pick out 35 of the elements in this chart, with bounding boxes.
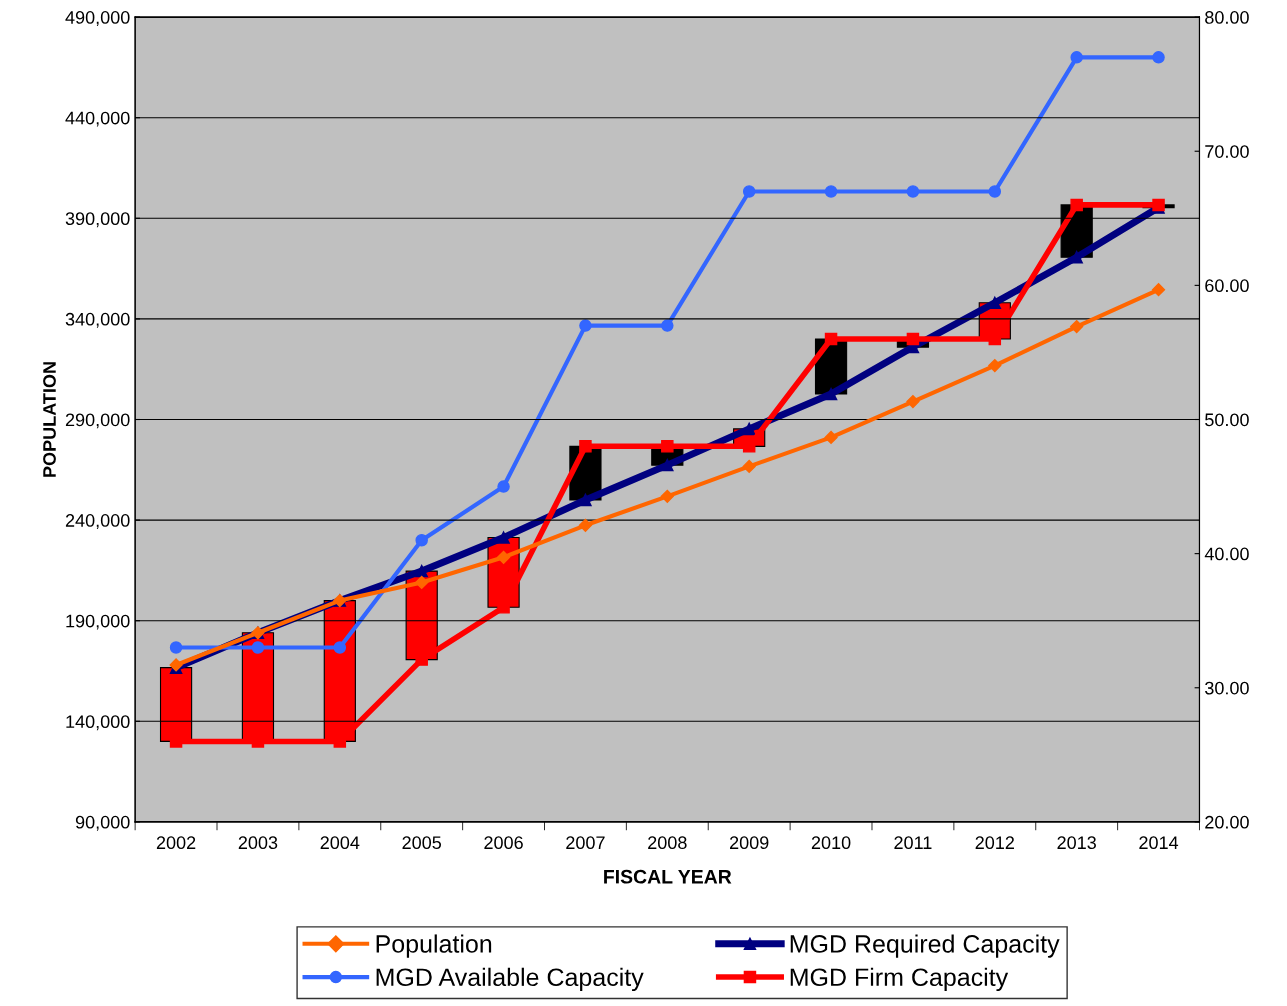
y-tick-label: 340,000 — [65, 312, 130, 328]
y-axis-title: POPULATION — [43, 362, 56, 477]
x-tick-label: 2005 — [402, 836, 442, 850]
x-tick-label: 2007 — [566, 836, 605, 850]
y2-tick-label: 80.00 — [1205, 11, 1249, 24]
x-tick-label: 2004 — [320, 836, 360, 850]
y-tick-label: 440,000 — [65, 111, 130, 127]
y2-tick-label: 20.00 — [1205, 815, 1249, 829]
y2-tick-label: 60.00 — [1205, 279, 1249, 293]
y-tick-label: 140,000 — [66, 715, 130, 731]
legend-label: MGD Firm Capacity — [790, 967, 1009, 992]
x-tick-label: 2002 — [156, 836, 196, 850]
y-tick-label: 390,000 — [65, 212, 130, 228]
y-tick-label: 190,000 — [66, 614, 130, 630]
x-tick-label: 2009 — [730, 836, 769, 850]
x-tick-label: 2011 — [894, 836, 932, 850]
x-tick-label: 2003 — [238, 836, 278, 850]
legend-label: MGD Available Capacity — [376, 967, 644, 992]
x-axis-title: FISCAL YEAR — [604, 869, 732, 884]
y2-tick-label: 50.00 — [1205, 413, 1249, 427]
legend-label: MGD Required Capacity — [790, 934, 1060, 958]
x-tick-label: 2013 — [1057, 836, 1096, 850]
y2-tick-label: 40.00 — [1204, 547, 1249, 561]
x-tick-label: 2014 — [1139, 836, 1179, 850]
y2-tick-label: 30.00 — [1205, 681, 1249, 695]
x-tick-label: 2006 — [484, 836, 523, 850]
y2-tick-label: 70.00 — [1205, 145, 1249, 158]
y-tick-label: 90,000 — [75, 815, 130, 831]
x-tick-label: 2010 — [811, 836, 851, 850]
y-tick-label: 240,000 — [65, 514, 130, 529]
y-tick-label: 290,000 — [65, 413, 130, 429]
x-tick-label: 2008 — [648, 836, 687, 850]
y-tick-label: 490,000 — [65, 11, 130, 26]
legend-label: Population — [376, 934, 492, 958]
x-tick-label: 2012 — [975, 836, 1014, 850]
